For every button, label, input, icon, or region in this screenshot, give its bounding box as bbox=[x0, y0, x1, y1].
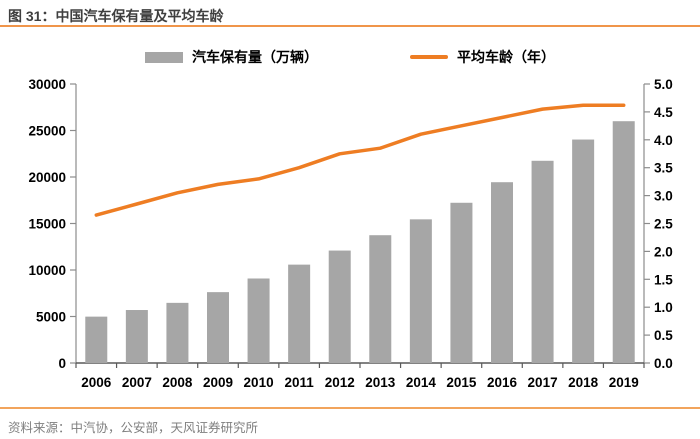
source-text: 资料来源：中汽协，公安部，天风证券研究所 bbox=[8, 421, 259, 435]
bar-2014 bbox=[409, 219, 432, 363]
x-axis-year-label: 2016 bbox=[487, 375, 518, 390]
bar-2006 bbox=[85, 316, 108, 363]
bar-2017 bbox=[531, 160, 554, 363]
x-axis-year-label: 2014 bbox=[406, 375, 437, 390]
x-axis-year-label: 2015 bbox=[446, 375, 477, 390]
bar-2018 bbox=[572, 139, 595, 363]
right-axis-tick-label: 2.5 bbox=[654, 217, 673, 232]
bar-2012 bbox=[328, 250, 351, 363]
x-axis-year-label: 2018 bbox=[568, 375, 599, 390]
bar-swatch-icon bbox=[145, 51, 183, 63]
source-bar: 资料来源：中汽协，公安部，天风证券研究所 bbox=[0, 407, 700, 439]
bar-2013 bbox=[369, 235, 392, 363]
right-axis-tick-label: 1.0 bbox=[654, 300, 673, 315]
x-axis-year-label: 2013 bbox=[365, 375, 396, 390]
chart-legend: 汽车保有量（万辆） 平均车龄（年） bbox=[0, 46, 700, 68]
x-axis-year-label: 2007 bbox=[122, 375, 152, 390]
right-axis-tick-label: 4.0 bbox=[654, 133, 673, 148]
right-axis-tick-label: 2.0 bbox=[654, 244, 673, 259]
bar-2016 bbox=[491, 182, 513, 363]
left-axis-tick-label: 5000 bbox=[36, 310, 66, 325]
left-axis-tick-label: 15000 bbox=[28, 217, 66, 232]
line-swatch-icon bbox=[410, 55, 448, 59]
bar-2008 bbox=[166, 302, 189, 363]
right-axis-tick-label: 0.5 bbox=[654, 328, 673, 343]
avg-age-trend-line bbox=[94, 103, 626, 217]
right-axis-tick-label: 5.0 bbox=[654, 77, 673, 92]
x-axis-year-label: 2017 bbox=[528, 375, 558, 390]
bar-2019 bbox=[612, 121, 635, 363]
left-axis-tick-label: 0 bbox=[58, 356, 66, 371]
bar-2007 bbox=[125, 310, 148, 363]
legend-item-avg-age: 平均车龄（年） bbox=[410, 47, 555, 67]
left-axis-tick-label: 30000 bbox=[28, 77, 66, 92]
left-axis-tick-label: 25000 bbox=[28, 124, 66, 139]
right-axis-tick-label: 1.5 bbox=[654, 272, 673, 287]
right-axis-tick-label: 3.0 bbox=[654, 189, 673, 204]
legend-item-car-ownership: 汽车保有量（万辆） bbox=[145, 47, 318, 67]
bar-2011 bbox=[288, 264, 311, 363]
bar-2009 bbox=[207, 292, 229, 363]
x-axis-year-label: 2008 bbox=[162, 375, 193, 390]
right-axis-tick-label: 0.0 bbox=[654, 356, 673, 371]
right-axis-tick-label: 3.5 bbox=[654, 161, 673, 176]
x-axis-year-label: 2019 bbox=[609, 375, 639, 390]
legend-label-avg-age: 平均车龄（年） bbox=[457, 49, 555, 65]
x-axis-year-label: 2010 bbox=[244, 375, 274, 390]
x-axis-year-label: 2009 bbox=[203, 375, 233, 390]
right-axis-tick-label: 4.5 bbox=[654, 105, 673, 120]
left-axis-tick-label: 10000 bbox=[28, 263, 66, 278]
x-axis-year-label: 2011 bbox=[284, 375, 314, 390]
left-axis-tick-label: 20000 bbox=[28, 170, 66, 185]
x-axis-year-label: 2012 bbox=[325, 375, 355, 390]
figure-title: 图 31：中国汽车保有量及平均车龄 bbox=[8, 8, 224, 24]
combo-chart: 0 5000 10000 15000 20000 25000 30000 0.0 0.5 1.0 1… bbox=[28, 77, 673, 390]
x-axis-year-label: 2006 bbox=[81, 375, 112, 390]
figure-title-bar: 图 31：中国汽车保有量及平均车龄 bbox=[0, 0, 700, 27]
bar-2010 bbox=[247, 278, 270, 363]
legend-label-car-ownership: 汽车保有量（万辆） bbox=[192, 49, 318, 65]
bar-2015 bbox=[450, 202, 473, 363]
